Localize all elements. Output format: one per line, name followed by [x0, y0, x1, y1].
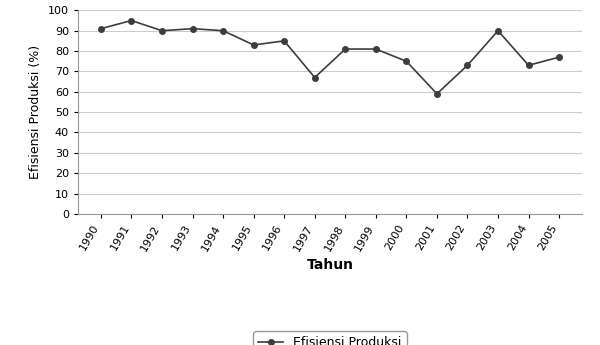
Efisiensi Produksi [494, 29, 502, 33]
Efisiensi Produksi [158, 29, 166, 33]
Efisiensi Produksi [372, 47, 379, 51]
Efisiensi Produksi [403, 59, 410, 63]
Efisiensi Produksi [311, 76, 319, 80]
Efisiensi Produksi [525, 63, 532, 67]
Line: Efisiensi Produksi: Efisiensi Produksi [98, 18, 562, 97]
Efisiensi Produksi [128, 19, 135, 23]
Efisiensi Produksi [433, 92, 440, 96]
X-axis label: Tahun: Tahun [307, 258, 353, 272]
Efisiensi Produksi [341, 47, 349, 51]
Legend: Efisiensi Produksi: Efisiensi Produksi [253, 331, 407, 345]
Efisiensi Produksi [464, 63, 471, 67]
Efisiensi Produksi [97, 27, 104, 31]
Y-axis label: Efisiensi Produksi (%): Efisiensi Produksi (%) [29, 45, 43, 179]
Efisiensi Produksi [281, 39, 288, 43]
Efisiensi Produksi [556, 55, 563, 59]
Efisiensi Produksi [220, 29, 227, 33]
Efisiensi Produksi [189, 27, 196, 31]
Efisiensi Produksi [250, 43, 257, 47]
